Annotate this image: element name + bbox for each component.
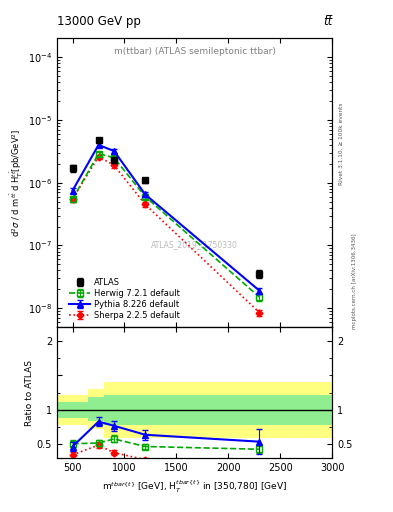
Legend: ATLAS, Herwig 7.2.1 default, Pythia 8.226 default, Sherpa 2.2.5 default: ATLAS, Herwig 7.2.1 default, Pythia 8.22…: [70, 278, 180, 320]
Text: ATLAS_2019_I1750330: ATLAS_2019_I1750330: [151, 241, 238, 249]
Text: 13000 GeV pp: 13000 GeV pp: [57, 15, 141, 28]
Text: Rivet 3.1.10, ≥ 100k events: Rivet 3.1.10, ≥ 100k events: [339, 102, 344, 185]
Text: mcplots.cern.ch [arXiv:1306.3436]: mcplots.cern.ch [arXiv:1306.3436]: [352, 234, 357, 329]
Text: m(ttbar) (ATLAS semileptonic ttbar): m(ttbar) (ATLAS semileptonic ttbar): [114, 47, 275, 56]
Text: tt̅: tt̅: [323, 15, 332, 28]
X-axis label: m$^{tbar\{t\}}$ [GeV], H$_T^{tbar\{t\}}$ in [350,780] [GeV]: m$^{tbar\{t\}}$ [GeV], H$_T^{tbar\{t\}}$…: [102, 479, 287, 495]
Y-axis label: Ratio to ATLAS: Ratio to ATLAS: [25, 359, 34, 425]
Y-axis label: d$^2\sigma$ / d m$^{t\bar{t}}$ d H$_T^{t\bar{t}}$[pb/GeV$^2$]: d$^2\sigma$ / d m$^{t\bar{t}}$ d H$_T^{t…: [9, 129, 25, 237]
